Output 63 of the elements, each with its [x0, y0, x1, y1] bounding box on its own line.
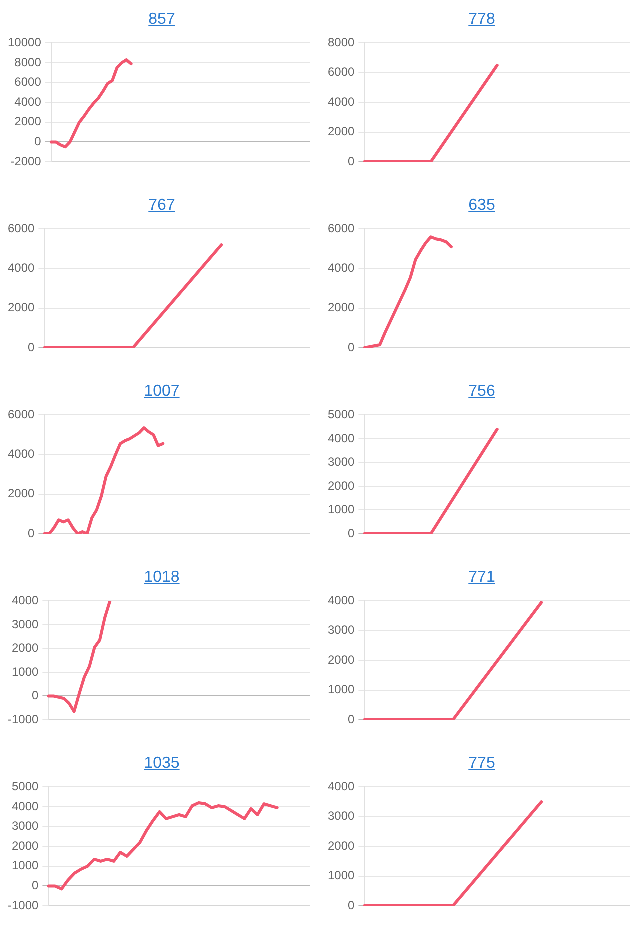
y-tick-label: 2000 [8, 300, 36, 315]
chart-title: 771 [468, 569, 496, 586]
y-tick-label: 0 [348, 340, 356, 354]
chart-title: 1007 [144, 383, 180, 400]
y-tick-label: 10000 [8, 36, 42, 50]
y-tick-label: 6000 [328, 222, 356, 236]
y-tick-label: 4000 [8, 261, 36, 276]
y-tick-label: 1000 [12, 858, 40, 873]
y-tick-label: 8000 [328, 36, 356, 50]
y-tick-label: 6000 [8, 222, 36, 236]
chart-title: 767 [148, 197, 176, 214]
chart-title: 1035 [144, 755, 180, 772]
y-tick-label: 5000 [328, 408, 356, 422]
chart-title: 775 [468, 755, 496, 772]
y-tick-label: 4000 [12, 594, 40, 608]
y-tick-label: 3000 [12, 617, 40, 632]
chart-title: 1018 [144, 569, 180, 586]
y-tick-label: 0 [28, 340, 36, 354]
y-tick-label: 2000 [14, 114, 42, 129]
y-tick-label: -1000 [8, 898, 40, 912]
y-tick-label: 4000 [328, 261, 356, 276]
y-tick-label: 0 [28, 526, 36, 540]
y-tick-label: 4000 [328, 431, 356, 446]
y-tick-label: 3000 [12, 819, 40, 834]
y-tick-label: -1000 [8, 712, 40, 726]
y-tick-label: 3000 [328, 455, 356, 470]
y-tick-label: 6000 [328, 65, 356, 80]
y-tick-label: -2000 [10, 154, 42, 168]
y-tick-label: 0 [34, 134, 42, 149]
y-tick-label: 6000 [8, 408, 36, 422]
chart-title: 756 [468, 383, 496, 400]
y-tick-label: 2000 [328, 300, 356, 315]
y-tick-label: 6000 [14, 75, 42, 90]
y-tick-label: 4000 [12, 799, 40, 814]
y-tick-label: 3000 [328, 809, 356, 824]
y-tick-label: 1000 [328, 868, 356, 883]
y-tick-label: 2000 [12, 641, 40, 656]
y-tick-label: 0 [348, 526, 356, 540]
y-tick-label: 2000 [328, 478, 356, 493]
y-tick-label: 2000 [328, 124, 356, 139]
y-tick-label: 4000 [8, 447, 36, 462]
y-tick-label: 2000 [328, 838, 356, 853]
y-tick-label: 2000 [328, 652, 356, 667]
y-tick-label: 0 [32, 878, 40, 893]
y-tick-label: 1000 [328, 682, 356, 697]
y-tick-label: 1000 [12, 664, 40, 679]
y-tick-label: 3000 [328, 623, 356, 638]
y-tick-label: 0 [348, 154, 356, 168]
y-tick-label: 0 [348, 712, 356, 726]
y-tick-label: 0 [348, 898, 356, 912]
chart-title: 857 [148, 11, 176, 28]
y-tick-label: 4000 [328, 94, 356, 109]
y-tick-label: 4000 [328, 594, 356, 608]
y-tick-label: 2000 [8, 486, 36, 501]
chart-title: 635 [468, 197, 496, 214]
y-tick-label: 5000 [12, 780, 40, 794]
y-tick-label: 4000 [14, 94, 42, 109]
y-tick-label: 4000 [328, 780, 356, 794]
y-tick-label: 8000 [14, 55, 42, 70]
chart-title: 778 [468, 11, 496, 28]
y-tick-label: 1000 [328, 502, 356, 517]
y-tick-label: 2000 [12, 838, 40, 853]
y-tick-label: 0 [32, 688, 40, 703]
